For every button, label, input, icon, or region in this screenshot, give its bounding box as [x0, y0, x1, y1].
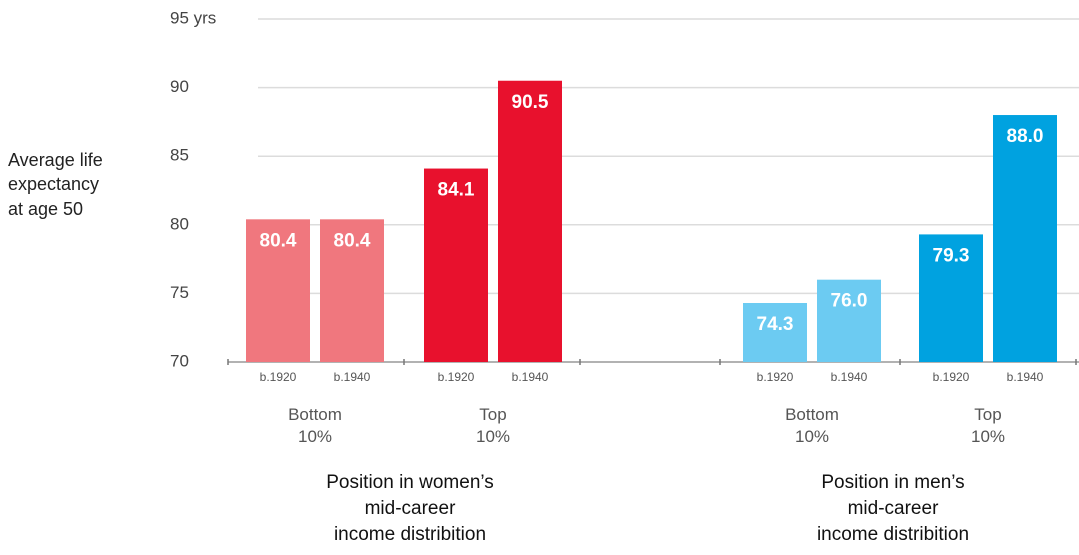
- value-label: 80.4: [334, 230, 371, 251]
- bar: [424, 168, 488, 362]
- cohort-label: b.1920: [260, 370, 297, 384]
- cohort-label: b.1940: [831, 370, 868, 384]
- value-label: 79.3: [933, 245, 970, 266]
- bar: [993, 115, 1057, 362]
- group-label: Bottom 10%: [288, 405, 342, 447]
- value-label: 76.0: [831, 291, 868, 312]
- value-label: 80.4: [260, 230, 297, 251]
- panel-title: Position in women’s mid-career income di…: [326, 472, 494, 546]
- panel-title: Position in men’s mid-career income dist…: [816, 472, 970, 546]
- bar: [320, 219, 384, 362]
- value-label: 90.5: [512, 92, 549, 113]
- value-label: 88.0: [1007, 126, 1044, 147]
- bar: [919, 234, 983, 362]
- y-tick-label: 80: [170, 214, 189, 233]
- cohort-label: b.1940: [512, 370, 549, 384]
- group-label: Top 10%: [475, 405, 511, 447]
- cohort-label: b.1920: [933, 370, 970, 384]
- bar: [498, 80, 562, 363]
- y-axis-label: Average life expectancy at age 50: [8, 150, 103, 219]
- bar: [743, 303, 807, 362]
- cohort-label: b.1920: [757, 370, 794, 384]
- cohort-label: b.1940: [334, 370, 371, 384]
- y-tick-label: 70: [170, 351, 189, 370]
- value-label: 74.3: [757, 314, 794, 335]
- bar: [817, 279, 881, 362]
- y-tick-label: 95 yrs: [170, 8, 216, 27]
- group-label: Bottom 10%: [785, 405, 839, 447]
- group-label: Top 10%: [970, 405, 1006, 447]
- y-tick-label: 75: [170, 283, 189, 302]
- cohort-label: b.1940: [1007, 370, 1044, 384]
- value-label: 84.1: [438, 180, 475, 201]
- bar: [246, 219, 310, 362]
- y-tick-label: 85: [170, 146, 189, 165]
- y-tick-label: 90: [170, 77, 189, 96]
- cohort-label: b.1920: [438, 370, 475, 384]
